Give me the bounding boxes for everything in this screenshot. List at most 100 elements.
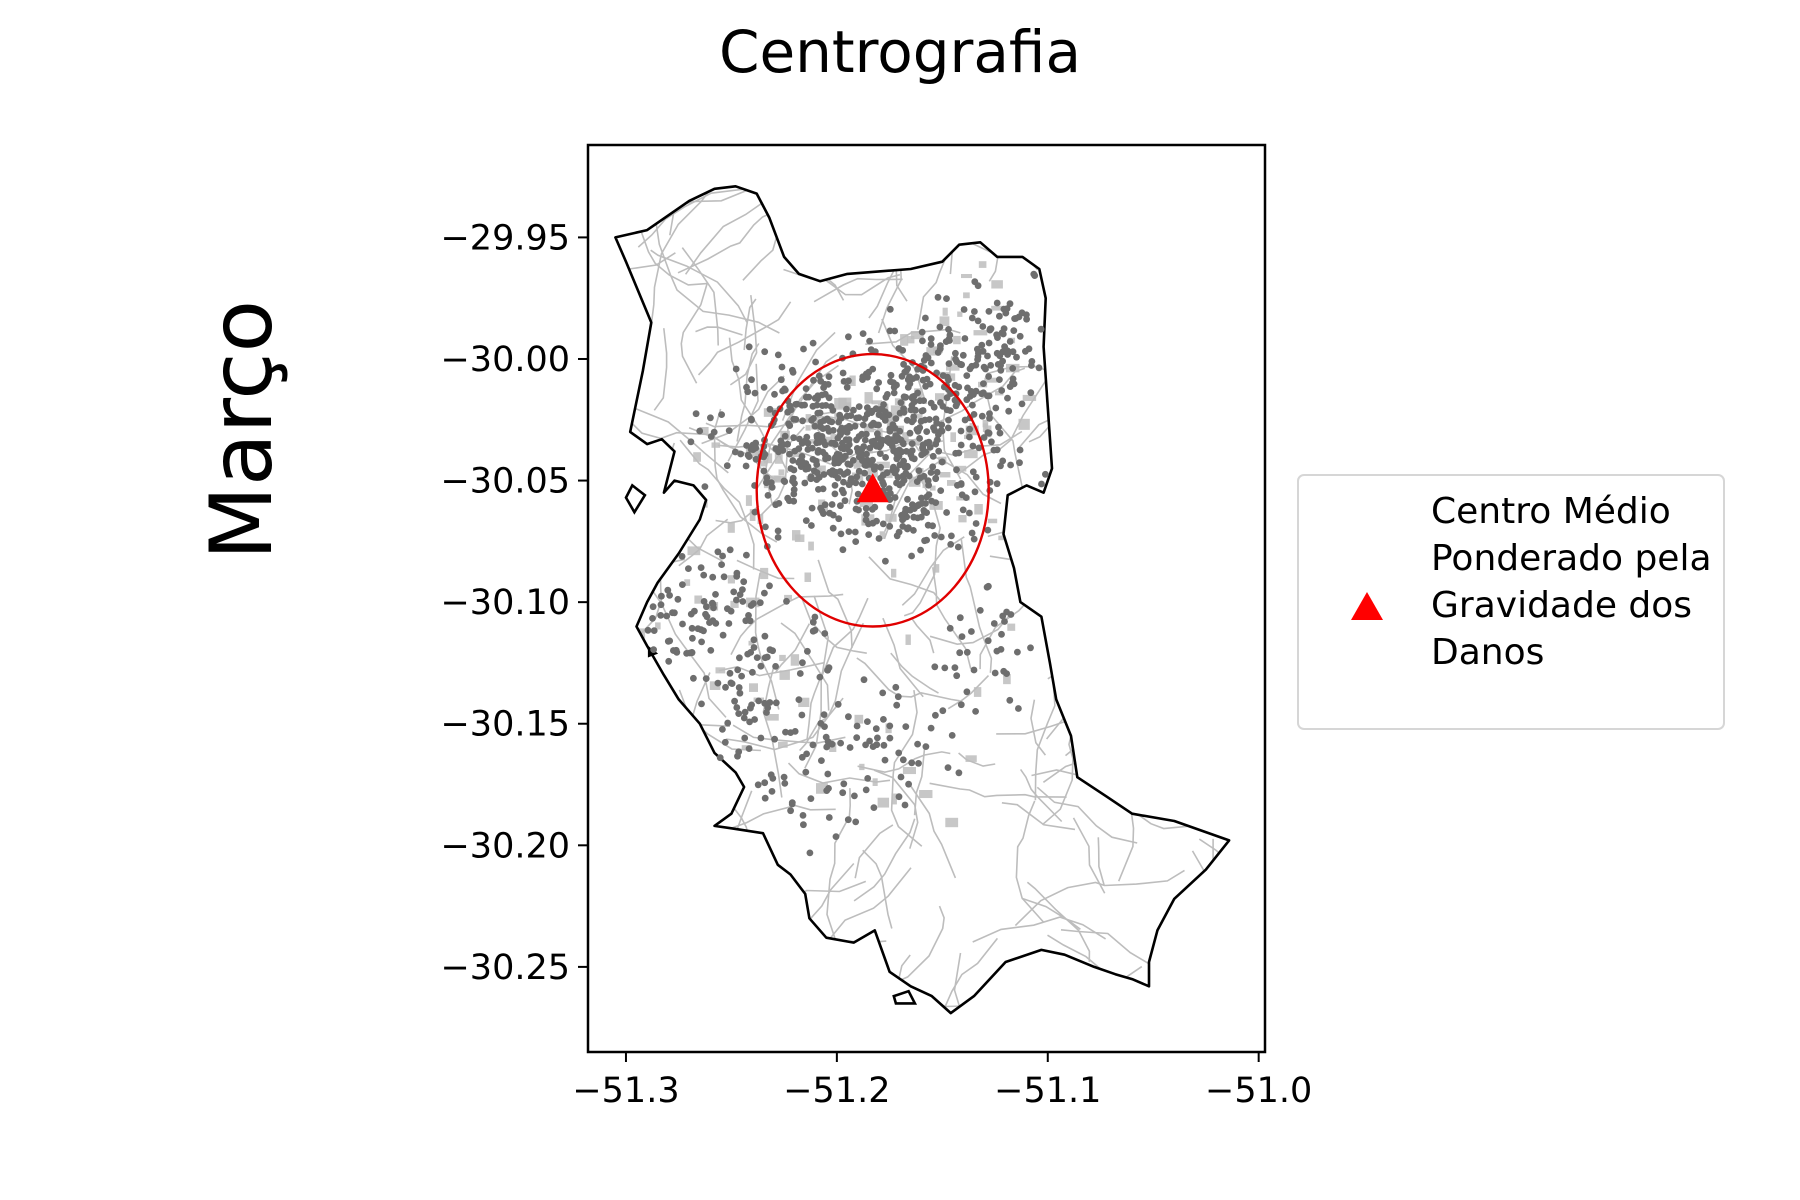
damage-point <box>761 779 769 787</box>
road-line <box>1212 838 1229 991</box>
road-line <box>826 788 852 943</box>
damage-point <box>870 437 878 445</box>
urban-block <box>973 330 988 336</box>
road-line <box>953 952 974 1014</box>
x-tick-label: −51.1 <box>994 1071 1101 1111</box>
damage-point <box>929 463 937 471</box>
road-line <box>742 219 783 281</box>
damage-point <box>900 360 907 368</box>
road-line <box>1084 972 1111 1014</box>
damage-point <box>811 422 819 430</box>
damage-point <box>825 664 833 672</box>
urban-block <box>763 453 773 464</box>
damage-point <box>862 430 870 438</box>
road-line <box>1012 106 1026 180</box>
damage-point <box>927 341 935 348</box>
damage-point <box>845 333 852 341</box>
damage-point <box>775 500 783 507</box>
damage-point <box>982 365 989 373</box>
damage-point <box>847 475 855 483</box>
road-line <box>650 186 720 328</box>
centrography-layer <box>755 352 990 628</box>
damage-point <box>972 520 980 527</box>
road-line <box>679 439 755 570</box>
damage-point <box>845 436 853 444</box>
damage-point <box>900 408 908 416</box>
damage-point <box>984 352 991 360</box>
damage-point <box>1007 611 1015 618</box>
damage-point <box>686 649 694 657</box>
damage-point <box>735 748 743 756</box>
road-line <box>856 657 960 702</box>
damage-point <box>923 536 930 544</box>
damage-point <box>689 634 696 642</box>
damage-point <box>932 440 940 448</box>
damage-point <box>718 561 725 568</box>
damage-point <box>665 657 673 665</box>
damage-point <box>1001 618 1008 625</box>
damage-point <box>902 469 910 477</box>
damage-point <box>939 372 947 379</box>
urban-block <box>760 567 769 580</box>
urban-block <box>805 425 811 431</box>
road-line <box>625 551 669 560</box>
damage-point <box>788 800 796 808</box>
urban-block <box>950 432 957 443</box>
damage-point <box>746 617 754 625</box>
road-line <box>697 301 792 376</box>
damage-point <box>997 366 1005 374</box>
damage-point <box>787 729 794 736</box>
damage-point <box>897 399 905 406</box>
damage-point <box>804 647 811 655</box>
damage-point <box>897 773 905 781</box>
damage-point <box>932 415 940 423</box>
urban-block <box>1014 513 1027 519</box>
road-line <box>615 456 656 559</box>
urban-block <box>679 517 691 528</box>
road-line <box>1066 675 1096 723</box>
road-line <box>603 390 611 443</box>
damage-point <box>747 649 755 656</box>
y-tick-label: −30.00 <box>440 340 570 380</box>
urban-block <box>709 681 721 690</box>
damage-point <box>839 546 847 554</box>
damage-point <box>1038 480 1045 488</box>
road-line <box>628 316 646 370</box>
damage-point <box>945 416 952 424</box>
road-line <box>1213 467 1230 524</box>
urban-block <box>784 594 793 600</box>
damage-point <box>886 503 894 511</box>
damage-point <box>762 523 769 531</box>
road-line <box>910 617 935 654</box>
damage-point <box>874 734 881 742</box>
urban-block <box>929 485 936 491</box>
road-line <box>1047 934 1118 1014</box>
legend-label: Centro Médio Ponderado pela Gravidade do… <box>1431 491 1712 673</box>
damage-point <box>959 351 967 359</box>
damage-point <box>853 436 860 444</box>
damage-point <box>957 441 965 449</box>
damage-point <box>891 469 899 477</box>
damage-point <box>719 726 726 733</box>
urban-block <box>955 465 967 472</box>
damage-point <box>994 334 1001 341</box>
damage-point <box>1005 407 1013 415</box>
damage-point <box>698 700 705 708</box>
damage-point <box>670 647 677 654</box>
damage-point <box>786 422 794 429</box>
road-line <box>1119 186 1220 209</box>
damage-point <box>948 732 956 739</box>
damage-point <box>743 442 750 449</box>
damage-point <box>855 414 863 421</box>
urban-block <box>1051 391 1057 403</box>
damage-point <box>837 415 844 422</box>
road-line <box>585 932 615 1063</box>
damage-point <box>938 421 946 429</box>
damage-point <box>664 637 672 645</box>
urban-block <box>891 568 897 578</box>
damage-point <box>1009 348 1017 356</box>
urban-block <box>953 335 961 345</box>
damage-points-layer <box>644 270 1049 857</box>
damage-point <box>663 612 671 620</box>
road-line <box>987 531 1085 589</box>
